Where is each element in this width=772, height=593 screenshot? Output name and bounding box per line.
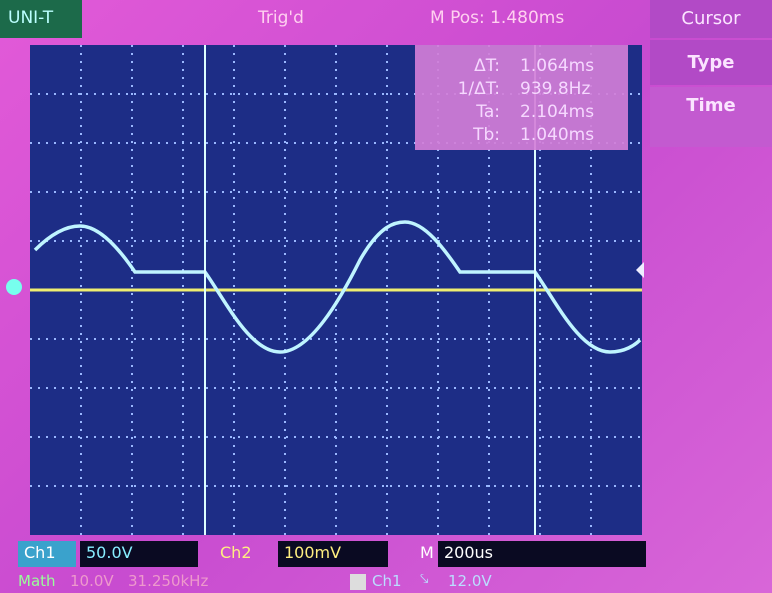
readout-label: Ta: (420, 102, 500, 122)
ch2-scale: 100mV (284, 543, 341, 562)
trigger-edge-icon: ⤥ (420, 570, 428, 588)
trigger-level: 12.0V (448, 572, 492, 590)
time-scale: 200us (444, 543, 493, 562)
readout-value: 1.040ms (520, 125, 594, 145)
ch1-marker (6, 279, 22, 295)
readout-value: 939.8Hz (520, 79, 590, 99)
readout-value: 2.104ms (520, 102, 594, 122)
math-label: Math (18, 572, 56, 590)
ch1-label: Ch1 (24, 543, 56, 562)
readout-value: 1.064ms (520, 56, 594, 76)
readout-label: Tb: (420, 125, 500, 145)
trigger-icon (350, 574, 366, 590)
oscilloscope-screen: UNI-T Trig'd M Pos: 1.480ms Cursor Type … (0, 0, 772, 593)
ch1-scale: 50.0V (86, 543, 133, 562)
time-label: M (420, 543, 434, 562)
math-frequency: 31.250kHz (128, 572, 208, 590)
waveform-display (0, 0, 772, 593)
ch2-label: Ch2 (220, 543, 252, 562)
math-scale: 10.0V (70, 572, 114, 590)
readout-label: 1/ΔT: (420, 79, 500, 99)
trigger-source: Ch1 (372, 572, 402, 590)
readout-label: ΔT: (420, 56, 500, 76)
